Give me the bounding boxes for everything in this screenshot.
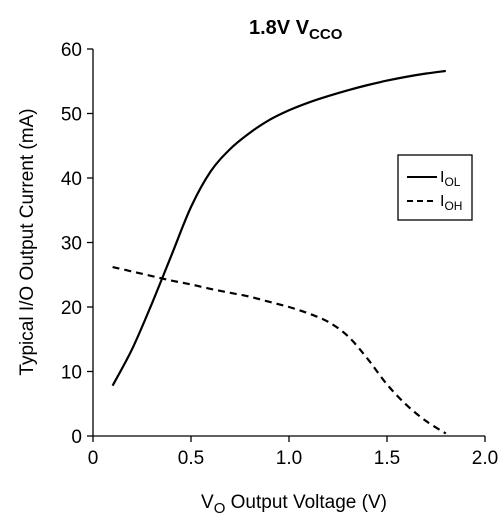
x-tick-label: 1.5 [374, 448, 400, 469]
x-axis-label-post: Output Voltage (V) [225, 492, 387, 513]
y-tick-label: 30 [61, 234, 82, 255]
x-axis-label: VO Output Voltage (V) [201, 492, 387, 514]
legend: IOL IOH [397, 154, 473, 221]
series-iol-line [111, 69, 446, 387]
legend-label-ioh: IOH [440, 193, 462, 213]
x-axis-label-pre: V [201, 492, 214, 513]
series-lines [111, 69, 447, 435]
x-axis-label-sub: O [214, 500, 226, 514]
legend-label-iol: IOL [440, 169, 461, 189]
y-tick-label: 10 [61, 363, 82, 384]
y-tick-label: 60 [61, 40, 82, 61]
y-tick-label: 50 [61, 105, 82, 126]
axes [92, 49, 485, 437]
chart-title-main: 1.8V V [249, 17, 310, 39]
y-tick-label: 40 [61, 169, 82, 190]
y-axis-label-text: Typical I/O Output Current (mA) [17, 108, 38, 375]
legend-box [397, 154, 473, 221]
y-tick-label: 0 [71, 427, 82, 448]
x-tick-label: 1.0 [276, 448, 302, 469]
x-tick-label: 2.0 [472, 448, 498, 469]
x-tick-label: 0.5 [178, 448, 204, 469]
svg-text:1.8V VCCO: 1.8V VCCO [249, 17, 343, 43]
y-axis-label: Typical I/O Output Current (mA) [17, 108, 38, 375]
series-ioh-line [112, 265, 447, 435]
chart-title-sub: CCO [309, 26, 343, 43]
svg-text:VO Output Voltage (V): VO Output Voltage (V) [201, 492, 387, 514]
x-tick-label: 0 [88, 448, 99, 469]
chart-title: 1.8V VCCO [249, 17, 343, 43]
ticks: 0 0.5 1.0 1.5 2.0 0 10 20 30 40 50 60 [61, 40, 498, 469]
y-tick-label: 20 [61, 298, 82, 319]
